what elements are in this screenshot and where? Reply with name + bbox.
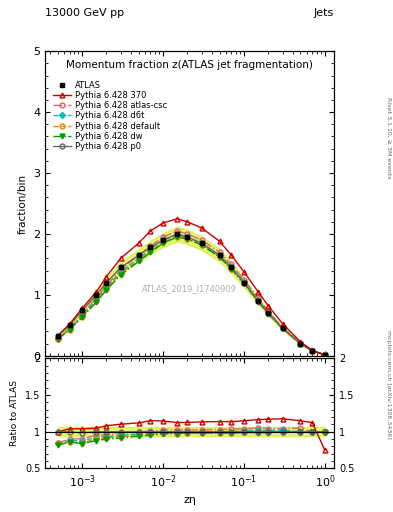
X-axis label: zη: zη (183, 496, 196, 505)
Legend: ATLAS, Pythia 6.428 370, Pythia 6.428 atlas-csc, Pythia 6.428 d6t, Pythia 6.428 : ATLAS, Pythia 6.428 370, Pythia 6.428 at… (52, 80, 168, 152)
Text: Momentum fraction z(ATLAS jet fragmentation): Momentum fraction z(ATLAS jet fragmentat… (66, 60, 313, 70)
Y-axis label: fraction/bin: fraction/bin (18, 174, 28, 233)
Text: Rivet 3.1.10, ≥ 3M events: Rivet 3.1.10, ≥ 3M events (386, 97, 391, 179)
Text: ATLAS_2019_I1740909: ATLAS_2019_I1740909 (142, 284, 237, 293)
Y-axis label: Ratio to ATLAS: Ratio to ATLAS (10, 380, 19, 446)
Text: Jets: Jets (314, 8, 334, 18)
Text: mcplots.cern.ch [arXiv:1306.3436]: mcplots.cern.ch [arXiv:1306.3436] (386, 330, 391, 438)
Text: 13000 GeV pp: 13000 GeV pp (45, 8, 124, 18)
